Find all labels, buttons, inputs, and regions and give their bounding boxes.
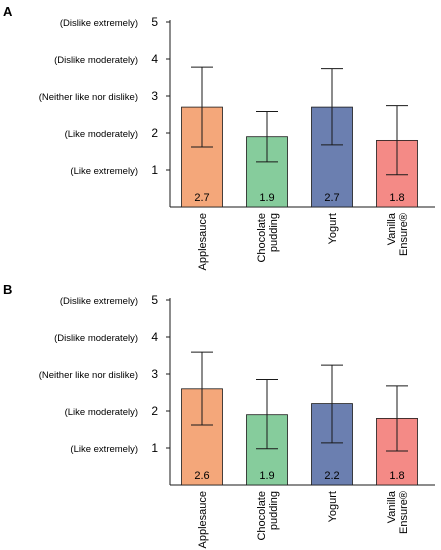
x-tick-label-line: Applesauce (197, 213, 209, 271)
x-tick-label: Applesauce (197, 213, 209, 271)
y-tick-description: (Dislike moderately) (54, 55, 138, 66)
bar-value-label: 2.2 (324, 470, 339, 482)
y-tick-description: (Like moderately) (65, 129, 138, 140)
y-tick-description: (Like moderately) (65, 407, 138, 418)
chart-panel-b: B 1 (Like extremely) 2 (Like moderately) 3 (Ne… (3, 282, 435, 549)
bar-value-label: 2.6 (194, 470, 209, 482)
x-tick-label: Applesauce (197, 491, 209, 549)
y-tick-label: 4 (151, 52, 158, 66)
y-tick-description: (Neither like nor dislike) (39, 92, 138, 103)
y-tick-label: 2 (151, 126, 158, 140)
bar-value-label: 1.9 (259, 470, 274, 482)
x-tick-label-line: Chocolate (256, 491, 268, 541)
y-tick-label: 1 (151, 163, 158, 177)
bar-value-label: 1.9 (259, 192, 274, 204)
y-tick-label: 5 (151, 293, 158, 307)
panel-label: A (3, 4, 13, 19)
x-tick-label: VanillaEnsure® (386, 490, 410, 534)
x-tick-label-line: Chocolate (256, 213, 268, 263)
x-tick-label: Chocolatepudding (256, 491, 280, 541)
y-tick-label: 5 (151, 15, 158, 29)
x-tick-label-line: Vanilla (386, 490, 398, 523)
x-tick-label-line: Yogurt (327, 491, 339, 522)
y-tick-description: (Dislike extremely) (60, 296, 138, 307)
x-tick-label-line: pudding (268, 213, 280, 252)
x-tick-label-line: Ensure® (398, 491, 410, 534)
x-tick-label-line: Applesauce (197, 491, 209, 549)
bar-value-label: 1.8 (389, 192, 404, 204)
y-tick-description: (Like extremely) (70, 444, 138, 455)
x-tick-label: VanillaEnsure® (386, 212, 410, 256)
x-tick-label: Chocolatepudding (256, 213, 280, 263)
y-tick-label: 2 (151, 404, 158, 418)
x-tick-label-line: Yogurt (327, 213, 339, 244)
panel-label: B (3, 282, 12, 297)
chart-panel-a: A 1 (Like extremely) 2 (Like moderately) 3 (Ne… (3, 4, 435, 271)
y-tick-label: 3 (151, 89, 158, 103)
y-tick-label: 1 (151, 441, 158, 455)
x-tick-label-line: Vanilla (386, 212, 398, 245)
bar-value-label: 2.7 (194, 192, 209, 204)
y-tick-description: (Dislike moderately) (54, 333, 138, 344)
x-tick-label-line: Ensure® (398, 213, 410, 256)
x-tick-label-line: pudding (268, 491, 280, 530)
x-tick-label: Yogurt (327, 213, 339, 244)
bar-value-label: 2.7 (324, 192, 339, 204)
y-tick-description: (Dislike extremely) (60, 18, 138, 29)
y-tick-description: (Neither like nor dislike) (39, 370, 138, 381)
y-tick-label: 4 (151, 330, 158, 344)
y-tick-description: (Like extremely) (70, 166, 138, 177)
y-tick-label: 3 (151, 367, 158, 381)
x-tick-label: Yogurt (327, 491, 339, 522)
bar-value-label: 1.8 (389, 470, 404, 482)
